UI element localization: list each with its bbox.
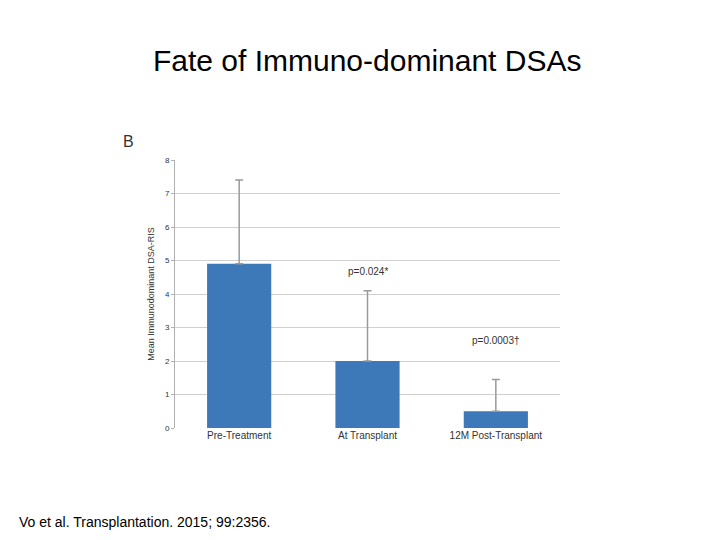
- svg-text:Vo et al. Transplantation. 201: Vo et al. Transplantation. 2015; 99:2356…: [19, 514, 270, 530]
- svg-text:3: 3: [165, 323, 170, 332]
- svg-text:Pre-Treatment: Pre-Treatment: [207, 430, 271, 441]
- svg-text:p=0.024*: p=0.024*: [348, 266, 388, 277]
- svg-text:8: 8: [165, 156, 170, 165]
- svg-text:7: 7: [165, 189, 170, 198]
- svg-text:12M Post-Transplant: 12M Post-Transplant: [450, 430, 543, 441]
- svg-text:p=0.0003†: p=0.0003†: [472, 335, 520, 346]
- svg-text:0: 0: [165, 424, 170, 433]
- svg-text:At Transplant: At Transplant: [338, 430, 397, 441]
- svg-text:B: B: [123, 133, 134, 150]
- svg-text:2: 2: [165, 357, 170, 366]
- svg-text:Mean Immunodominant DSA-RIS: Mean Immunodominant DSA-RIS: [146, 227, 156, 361]
- svg-text:5: 5: [165, 256, 170, 265]
- svg-text:6: 6: [165, 223, 170, 232]
- svg-text:Fate of Immuno-dominant DSAs: Fate of Immuno-dominant DSAs: [153, 44, 582, 77]
- svg-text:1: 1: [165, 390, 170, 399]
- svg-text:4: 4: [165, 290, 170, 299]
